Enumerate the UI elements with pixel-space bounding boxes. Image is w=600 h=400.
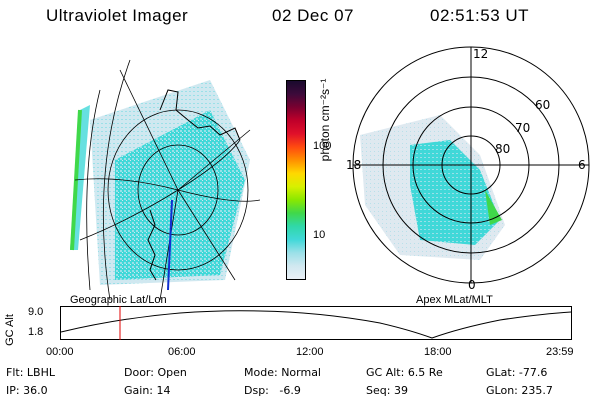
geographic-map [70,59,260,300]
meta-glat: GLat: -77.6 [486,366,548,379]
meta-dsp: Dsp: -6.9 [244,384,301,397]
polar-plot: 12 18 6 0 60 70 80 [346,46,590,292]
altitude-trace [60,310,572,339]
header-time: 02:51:53 UT [430,6,530,25]
mlt-label-18: 18 [346,158,361,172]
meta-gc-alt: GC Alt: 6.5 Re [366,366,443,379]
altitude-ytick-low: 1.8 [28,326,44,338]
mlt-label-0: 0 [468,278,476,292]
meta-seq: Seq: 39 [366,384,408,397]
altitude-xtick: 18:00 [424,346,452,358]
right-panel-caption: Apex MLat/MLT [416,294,493,306]
header-date: 02 Dec 07 [272,6,354,25]
lat-label-70: 70 [515,121,530,135]
lat-label-80: 80 [495,142,510,156]
altitude-xtick: 00:00 [46,346,74,358]
polar-swath-core [410,140,500,245]
colorbar [286,80,306,280]
meta-ip: IP: 36.0 [6,384,48,397]
colorbar-tick-10: 10 [313,229,326,241]
coastline [159,89,241,141]
meta-glon: GLon: 235.7 [486,384,553,397]
altitude-ytick-high: 9.0 [28,306,44,318]
sun-meridian-line [167,199,173,291]
colorbar-tick-100: 100 [313,140,332,152]
left-panel-caption: Geographic Lat/Lon [70,294,167,306]
altitude-xtick: 23:59 [546,346,574,358]
lat-lon-grid [74,59,260,300]
aurora-swath-core [115,110,245,280]
colorbar-unit-label: photon cm⁻²s⁻¹ [318,78,332,162]
altitude-xtick: 06:00 [168,346,196,358]
meta-mode: Mode: Normal [244,366,321,379]
mlt-label-12: 12 [473,47,488,61]
mlt-label-6: 6 [578,158,586,172]
lat-label-60: 60 [535,98,550,112]
meta-door: Door: Open [124,366,187,379]
polar-grid [352,46,590,284]
altitude-plot [60,306,572,340]
altitude-xtick: 12:00 [296,346,324,358]
coastline [147,209,157,281]
instrument-title: Ultraviolet Imager [46,6,189,25]
meta-flt: Flt: LBHL [6,366,55,379]
altitude-ylabel: GC Alt [4,314,16,346]
meta-gain: Gain: 14 [124,384,171,397]
